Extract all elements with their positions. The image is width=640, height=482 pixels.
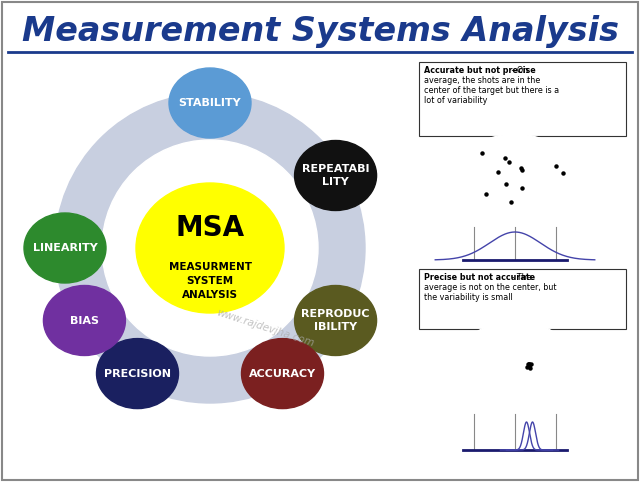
Ellipse shape [294, 140, 376, 211]
Text: www.rajdevjha.com: www.rajdevjha.com [215, 308, 315, 348]
Ellipse shape [490, 346, 540, 384]
Ellipse shape [490, 159, 540, 197]
Ellipse shape [465, 327, 564, 403]
Ellipse shape [474, 147, 556, 209]
Text: - The: - The [509, 273, 532, 282]
Text: BIAS: BIAS [70, 316, 99, 325]
Text: the variability is small: the variability is small [424, 293, 513, 302]
Text: Precise but not accurate: Precise but not accurate [424, 273, 535, 282]
Text: average, the shots are in the: average, the shots are in the [424, 76, 540, 85]
Text: Accurate but not precise: Accurate but not precise [424, 66, 536, 75]
Ellipse shape [507, 359, 524, 371]
Ellipse shape [482, 340, 548, 390]
Ellipse shape [169, 68, 251, 138]
Text: average is not on the center, but: average is not on the center, but [424, 283, 557, 292]
Ellipse shape [482, 153, 548, 203]
Ellipse shape [499, 165, 532, 190]
Text: STABILITY: STABILITY [179, 98, 241, 108]
Ellipse shape [44, 285, 125, 356]
Text: MSA: MSA [175, 214, 244, 242]
Ellipse shape [136, 183, 284, 313]
Text: center of the target but there is a: center of the target but there is a [424, 86, 559, 95]
Text: ACCURACY: ACCURACY [249, 369, 316, 378]
Circle shape [55, 93, 365, 403]
Ellipse shape [474, 334, 556, 396]
Text: Measurement Systems Analysis: Measurement Systems Analysis [22, 15, 618, 48]
Text: REPRODUC
IBILITY: REPRODUC IBILITY [301, 309, 370, 332]
Ellipse shape [294, 285, 376, 356]
Text: LINEARITY: LINEARITY [33, 243, 97, 253]
Ellipse shape [457, 321, 573, 409]
Text: MEASURMENT
SYSTEM
ANALYSIS: MEASURMENT SYSTEM ANALYSIS [168, 262, 252, 300]
Text: - On: - On [509, 66, 529, 75]
Text: REPEATABI
LITY: REPEATABI LITY [302, 164, 369, 187]
Circle shape [102, 140, 318, 356]
FancyBboxPatch shape [419, 62, 626, 136]
FancyBboxPatch shape [419, 269, 626, 329]
Text: lot of variability: lot of variability [424, 96, 488, 105]
Ellipse shape [465, 140, 564, 216]
Ellipse shape [24, 213, 106, 283]
Ellipse shape [241, 338, 323, 409]
Text: PRECISION: PRECISION [104, 369, 171, 378]
Ellipse shape [97, 338, 179, 409]
Ellipse shape [499, 352, 532, 377]
Ellipse shape [507, 172, 524, 184]
Ellipse shape [457, 134, 573, 222]
